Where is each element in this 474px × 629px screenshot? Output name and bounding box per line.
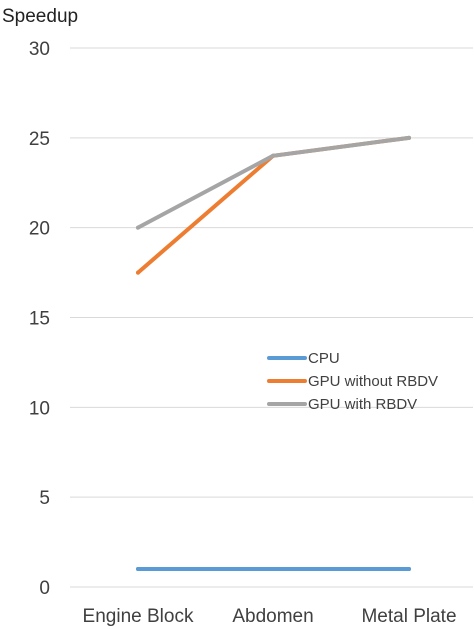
legend-label: GPU without RBDV: [308, 373, 438, 390]
x-tick-labels: Engine Block Abdomen Metal Plate: [83, 606, 457, 627]
data-point: [136, 567, 140, 572]
y-tick-label: 10: [29, 398, 50, 419]
y-tick-label: 30: [29, 39, 50, 60]
series-lines: [136, 135, 411, 572]
data-point: [136, 225, 140, 230]
x-tick-label: Metal Plate: [361, 606, 456, 627]
x-tick-label: Abdomen: [232, 606, 313, 627]
legend-label: CPU: [308, 350, 340, 367]
y-tick-labels: 0 5 10 15 20 25 30: [29, 39, 50, 599]
series-line-gpu-with-rbdv: [136, 135, 411, 230]
legend: CPU GPU without RBDV GPU with RBDV: [267, 350, 438, 413]
y-tick-label: 25: [29, 129, 50, 150]
data-point: [271, 153, 275, 158]
x-tick-label: Engine Block: [83, 606, 194, 627]
y-axis-title: Speedup: [2, 6, 78, 27]
data-point: [136, 270, 140, 275]
data-point: [271, 567, 275, 572]
y-tick-label: 5: [39, 488, 50, 509]
data-point: [407, 567, 411, 572]
y-tick-label: 20: [29, 219, 50, 240]
y-tick-label: 15: [29, 309, 50, 330]
gridlines: [70, 47, 473, 588]
legend-label: GPU with RBDV: [308, 396, 417, 413]
y-tick-label: 0: [39, 578, 50, 599]
data-point: [407, 135, 411, 140]
